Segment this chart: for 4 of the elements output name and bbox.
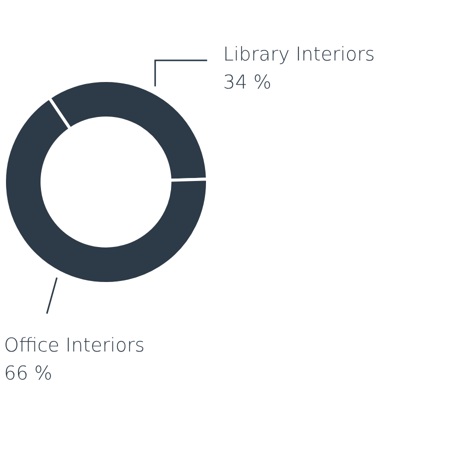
slice-label: Office Interiors [4,334,145,357]
slice-label: Library Interiors [223,43,375,66]
data-label: 34 % [223,71,272,94]
data-label: 66 % [4,362,52,385]
